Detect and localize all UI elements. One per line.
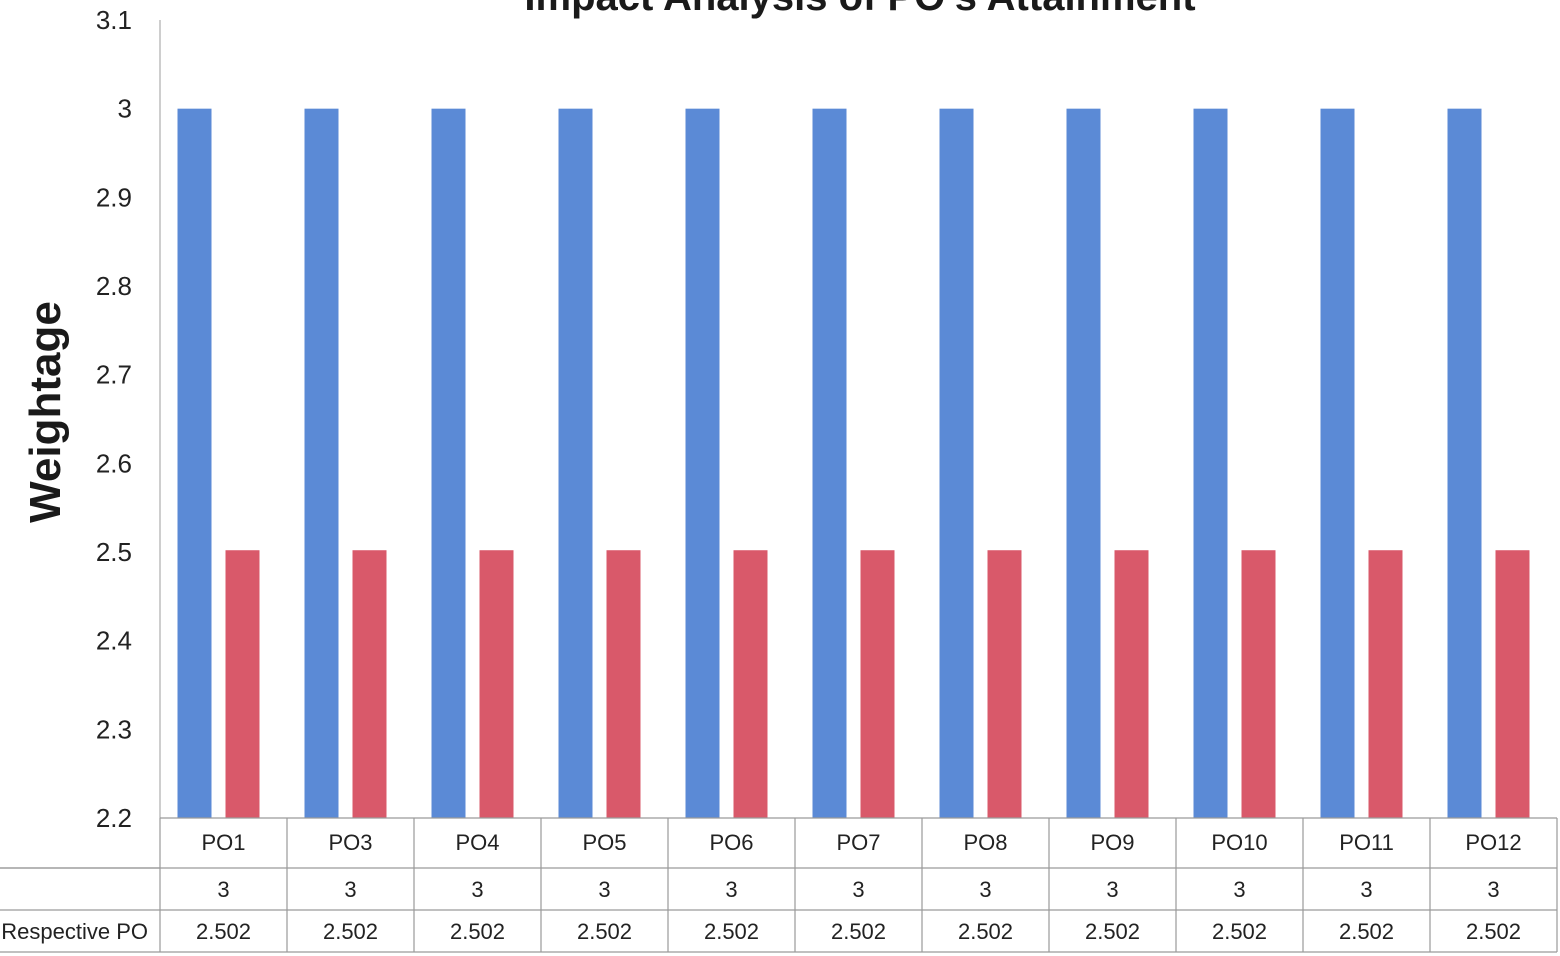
- bar-series-1: [1066, 108, 1101, 818]
- data-label: 2.502: [958, 919, 1013, 944]
- data-label: 3: [852, 877, 864, 902]
- data-table: PO1 PO3 PO4 PO5 PO6 PO7 PO8 PO9 PO10 PO11 PO12 3 3 3 3…: [0, 817, 1558, 953]
- data-label: 2.502: [450, 919, 505, 944]
- bar-series-2: [1368, 550, 1403, 818]
- y-ticks: 3.1 3 2.9 2.8 2.7 2.6 2.5 2.4 2.3 2.2: [96, 5, 132, 833]
- data-label: 3: [344, 877, 356, 902]
- data-label: 3: [1487, 877, 1499, 902]
- bar-series-1: [431, 108, 466, 818]
- data-label: 2.502: [704, 919, 759, 944]
- bar-series-1: [1320, 108, 1355, 818]
- data-label: 2.502: [1466, 919, 1521, 944]
- x-tick-label: PO12: [1465, 830, 1521, 855]
- chart-title: Impact Analysis of PO's Attainment: [524, 0, 1195, 19]
- bar-series-1: [1193, 108, 1228, 818]
- bar-series-2: [860, 550, 895, 818]
- data-label: 2.502: [323, 919, 378, 944]
- data-label: 2.502: [1339, 919, 1394, 944]
- data-label: 2.502: [196, 919, 251, 944]
- y-tick-label: 2.3: [96, 714, 132, 744]
- bar-series-2: [987, 550, 1022, 818]
- bar-series-1: [939, 108, 974, 818]
- data-label: 2.502: [831, 919, 886, 944]
- bar-series-2: [1241, 550, 1276, 818]
- data-label: 2.502: [577, 919, 632, 944]
- x-tick-label: PO10: [1211, 830, 1267, 855]
- x-tick-label: PO5: [582, 830, 626, 855]
- bar-series-1: [685, 108, 720, 818]
- y-axis-label: Weightage: [21, 301, 70, 523]
- data-label: 3: [1360, 877, 1372, 902]
- data-label: 3: [598, 877, 610, 902]
- data-label: 3: [217, 877, 229, 902]
- bar-series-2: [479, 550, 514, 818]
- bar-series-2: [606, 550, 641, 818]
- y-tick-label: 2.7: [96, 360, 132, 390]
- x-tick-label: PO6: [709, 830, 753, 855]
- y-tick-label: 3: [118, 94, 132, 124]
- bars: [177, 108, 1530, 818]
- bar-series-2: [1114, 550, 1149, 818]
- x-tick-label: PO11: [1339, 830, 1394, 855]
- bar-series-2: [733, 550, 768, 818]
- y-tick-label: 3.1: [96, 5, 132, 35]
- bar-series-2: [225, 550, 260, 818]
- x-tick-label: PO8: [963, 830, 1007, 855]
- y-tick-label: 2.9: [96, 182, 132, 212]
- x-tick-label: PO1: [201, 830, 245, 855]
- bar-series-1: [812, 108, 847, 818]
- y-tick-label: 2.2: [96, 803, 132, 833]
- data-label: 3: [1233, 877, 1245, 902]
- data-label: 3: [1106, 877, 1118, 902]
- data-label: 2.502: [1085, 919, 1140, 944]
- y-tick-label: 2.8: [96, 271, 132, 301]
- data-label: 3: [471, 877, 483, 902]
- bar-series-1: [558, 108, 593, 818]
- x-tick-label: PO9: [1090, 830, 1134, 855]
- bar-series-2: [352, 550, 387, 818]
- bar-series-1: [177, 108, 212, 818]
- y-tick-label: 2.5: [96, 537, 132, 567]
- series-row-label: Respective PO: [1, 919, 148, 944]
- x-tick-label: PO3: [328, 830, 372, 855]
- y-tick-label: 2.6: [96, 448, 132, 478]
- bar-series-1: [304, 108, 339, 818]
- y-tick-label: 2.4: [96, 626, 132, 656]
- data-label: 2.502: [1212, 919, 1267, 944]
- x-tick-label: PO4: [455, 830, 499, 855]
- x-tick-label: PO7: [836, 830, 880, 855]
- bar-series-1: [1447, 108, 1482, 818]
- bar-series-2: [1495, 550, 1530, 818]
- data-label: 3: [979, 877, 991, 902]
- data-label: 3: [725, 877, 737, 902]
